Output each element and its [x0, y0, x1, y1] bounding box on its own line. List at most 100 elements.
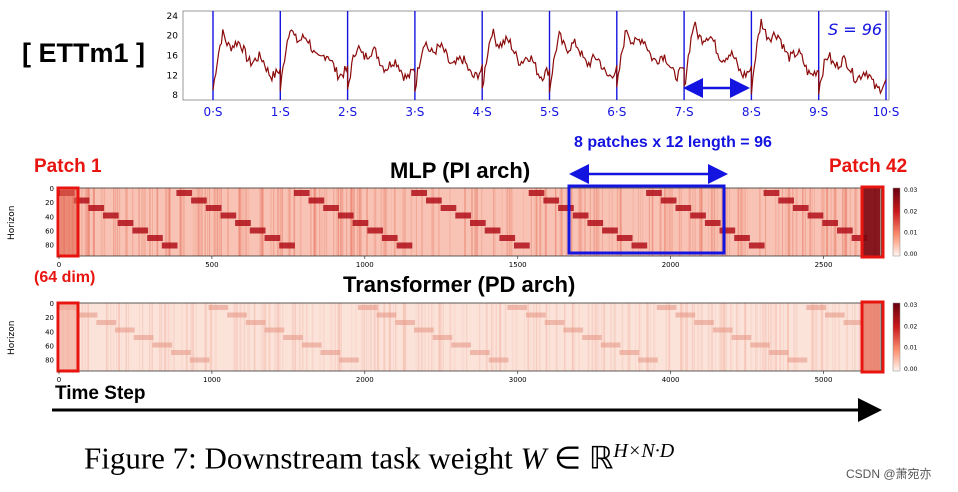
weight-streak — [83, 303, 86, 371]
weight-streak — [361, 303, 363, 371]
weight-streak — [207, 188, 209, 256]
weight-streak — [767, 303, 769, 371]
weight-streak — [93, 188, 95, 256]
s-label: S = 96 — [828, 20, 882, 39]
colorbar-tick-label: 0.00 — [904, 251, 918, 258]
weight-streak — [793, 303, 796, 371]
weight-block — [646, 190, 662, 196]
weight-streak — [404, 188, 406, 256]
weight-streak — [668, 188, 670, 256]
weight-block — [484, 227, 501, 234]
weight-block — [115, 327, 135, 333]
weight-streak — [215, 188, 217, 256]
weight-streak — [493, 188, 495, 256]
weight-streak — [579, 188, 582, 256]
weight-streak — [331, 303, 333, 371]
weight-streak — [260, 303, 263, 371]
weight-streak — [216, 188, 218, 256]
weight-streak — [118, 303, 120, 371]
colorbar-tick-labels: 0.03 0.02 0.01 0.00 — [904, 187, 918, 258]
x-tick-label: 0·S — [203, 105, 222, 119]
x-tick-label: 10·S — [873, 105, 900, 119]
weight-streak — [195, 188, 197, 256]
weight-streak — [281, 188, 283, 256]
weight-streak — [486, 303, 488, 371]
weight-block — [395, 320, 415, 325]
weight-streak — [221, 188, 222, 256]
weight-streak — [277, 303, 279, 371]
weight-streak — [310, 188, 312, 256]
weight-streak — [640, 188, 642, 256]
weight-streak — [821, 188, 823, 256]
weight-block — [507, 305, 528, 310]
x-tick-label: 0 — [57, 261, 61, 269]
weight-streak — [431, 188, 433, 256]
weight-streak — [261, 188, 264, 256]
weight-streak — [268, 303, 271, 371]
weight-block — [235, 220, 251, 226]
weight-streak — [812, 303, 815, 371]
weight-streak — [338, 303, 341, 371]
weight-streak — [852, 303, 854, 371]
weight-streak — [417, 303, 420, 371]
weight-streak — [313, 188, 316, 256]
weight-streak — [92, 188, 94, 256]
weight-streak — [815, 303, 818, 371]
weight-streak — [464, 188, 466, 256]
weight-streak — [635, 303, 636, 371]
x-tick-label: 2000 — [662, 261, 680, 269]
weight-block — [176, 190, 193, 196]
weight-streak — [86, 188, 89, 256]
y-tick-label: 80 — [45, 357, 54, 365]
weight-streak — [619, 188, 622, 256]
weight-streak — [490, 303, 493, 371]
weight-streak — [638, 303, 640, 371]
weight-block — [787, 357, 808, 363]
weight-streak — [106, 303, 109, 371]
weight-streak — [787, 188, 790, 256]
x-tick-label: 5·S — [540, 105, 559, 119]
weight-streak — [350, 188, 353, 256]
weight-streak — [342, 188, 344, 256]
y-tick-label: 60 — [45, 343, 54, 351]
weight-streak — [785, 188, 787, 256]
weight-streak — [118, 303, 120, 371]
weight-streak — [214, 303, 216, 371]
weight-streak — [564, 303, 566, 371]
weight-streak — [693, 303, 695, 371]
weight-streak — [652, 188, 654, 256]
weight-streak — [421, 188, 423, 256]
weight-block — [283, 335, 303, 340]
weight-streak — [642, 188, 644, 256]
weight-streak — [779, 303, 781, 371]
weight-streak — [165, 188, 166, 256]
weight-block — [357, 305, 378, 310]
weight-streak — [804, 188, 806, 256]
weight-streak — [744, 188, 746, 256]
weight-streak — [533, 303, 534, 371]
weight-streak — [560, 188, 563, 256]
weight-streak — [737, 188, 739, 256]
patch-last-label: Patch 42 — [829, 156, 908, 177]
weight-streak — [167, 303, 170, 371]
weight-streak — [571, 188, 573, 256]
transformer-heatmap-figure: 0 20 40 60 80 0 1000 2000 3000 4000 5000 0.03 0.02… — [7, 300, 918, 384]
caption-math-set: ℝ — [588, 440, 614, 476]
weight-streak — [755, 303, 756, 371]
weight-streak — [845, 303, 847, 371]
weight-streak — [479, 303, 481, 371]
weight-streak — [152, 188, 153, 256]
weight-streak — [678, 188, 680, 256]
weight-streak — [336, 188, 337, 256]
weight-streak — [564, 303, 565, 371]
weight-streak — [499, 303, 501, 371]
weight-streak — [192, 188, 195, 256]
weight-streak — [288, 188, 291, 256]
weight-block — [77, 312, 98, 318]
weight-block — [455, 212, 471, 219]
weight-block — [161, 242, 178, 249]
weight-streak — [838, 303, 840, 371]
colorbar — [892, 302, 901, 372]
weight-streak — [179, 188, 182, 256]
